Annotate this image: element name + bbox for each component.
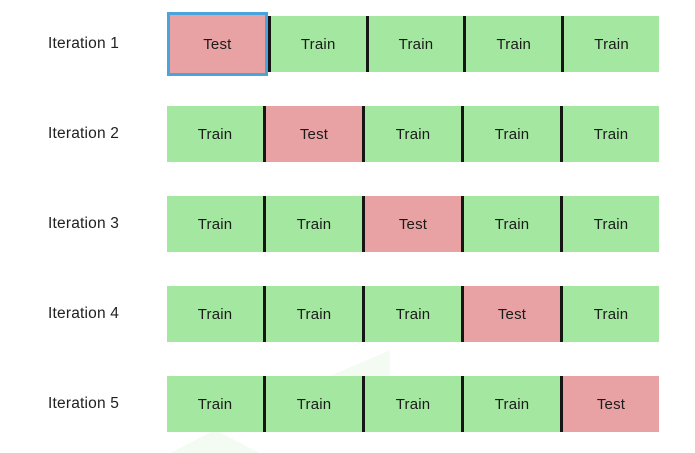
fold-cell: Test [167, 12, 268, 76]
fold-cell: Test [263, 106, 362, 162]
fold-cell: Train [461, 376, 560, 432]
iteration-row-4: Iteration 4 Train Train Train Test Train [0, 286, 695, 342]
watermark-smudge [330, 350, 390, 376]
fold-bar: Train Train Train Train Test [167, 376, 659, 432]
fold-cell: Train [362, 376, 461, 432]
fold-cell: Test [362, 196, 461, 252]
fold-cell: Train [561, 16, 659, 72]
fold-cell: Train [560, 286, 659, 342]
iteration-row-1: Iteration 1 Test Train Train Train Train [0, 12, 695, 76]
iteration-row-2: Iteration 2 Train Test Train Train Train [0, 106, 695, 162]
fold-bar: Train Train Train Test Train [167, 286, 659, 342]
fold-cell: Train [461, 106, 560, 162]
fold-cell: Train [560, 196, 659, 252]
fold-cell: Train [463, 16, 562, 72]
fold-cell: Train [560, 106, 659, 162]
fold-cell: Train [167, 376, 263, 432]
fold-cell: Train [461, 196, 560, 252]
watermark-smudge [170, 430, 260, 453]
fold-cell: Train [167, 196, 263, 252]
iteration-row-3: Iteration 3 Train Train Test Train Train [0, 196, 695, 252]
fold-cell: Train [365, 16, 464, 72]
fold-cell: Test [461, 286, 560, 342]
iteration-label: Iteration 2 [48, 125, 120, 142]
fold-cell: Train [167, 106, 263, 162]
iteration-row-5: Iteration 5 Train Train Train Train Test [0, 376, 695, 432]
iteration-label: Iteration 5 [48, 395, 120, 412]
fold-cell: Train [167, 286, 263, 342]
iteration-label: Iteration 3 [48, 215, 120, 232]
fold-bar: Train Test Train Train Train [167, 106, 659, 162]
fold-cell: Train [263, 286, 362, 342]
fold-cell: Train [263, 196, 362, 252]
iteration-label: Iteration 4 [48, 305, 120, 322]
fold-cell: Train [362, 106, 461, 162]
fold-cell: Test [560, 376, 659, 432]
fold-bar: Test Train Train Train Train [167, 12, 659, 76]
fold-cell: Train [267, 16, 366, 72]
fold-cell: Train [263, 376, 362, 432]
iteration-label: Iteration 1 [48, 35, 120, 52]
fold-bar: Train Train Test Train Train [167, 196, 659, 252]
fold-cell: Train [362, 286, 461, 342]
